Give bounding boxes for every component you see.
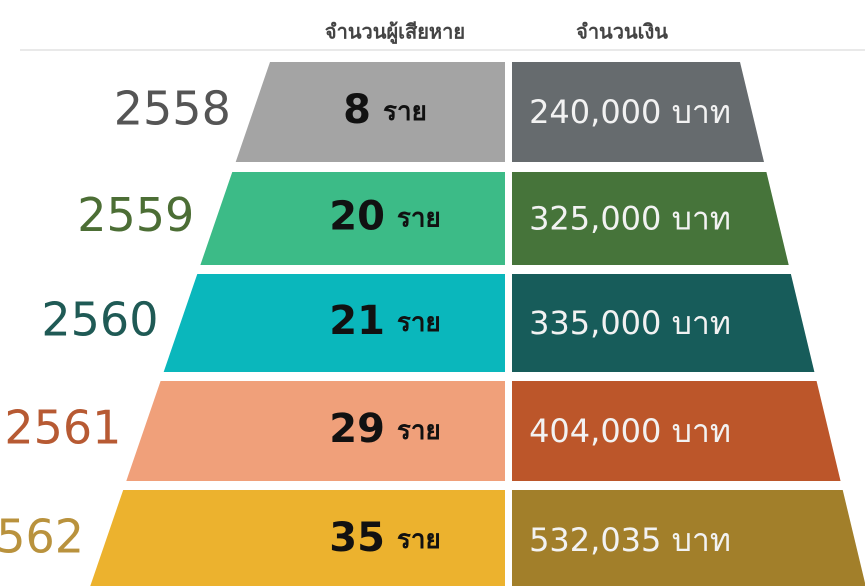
amount-label: 335,000 บาท [529,304,731,342]
victims-unit: ราย [397,416,441,446]
rows: 2558 8 ราย 240,000 บาท 2559 20 ราย 325,000 บาท 2… [0,62,865,586]
victims-unit: ราย [397,203,441,233]
amount-label: 404,000 บาท [529,412,731,450]
year-label: 2558 [114,82,231,136]
victims-count: 35 ราย [329,515,440,561]
victims-unit: ราย [383,97,427,127]
year-label: 2561 [4,401,121,455]
amount-cell [512,274,815,372]
victims-count: 20 ราย [329,194,440,240]
column-header: จำนวนเงิน [576,20,668,44]
column-header: จำนวนผู้เสียหาย [325,20,465,46]
victims-cell [163,274,506,372]
amount-cell [512,381,841,481]
victims-number: 35 [329,515,385,561]
victims-cell [200,172,505,265]
victims-count: 29 ราย [329,406,440,452]
amount-label: 325,000 บาท [529,200,731,238]
victims-number: 8 [343,87,371,133]
amount-label: 240,000 บาท [529,93,731,131]
victims-count: 8 ราย [343,87,427,133]
victims-number: 20 [329,194,385,240]
amount-cell [512,490,865,586]
year-label: 2560 [41,293,158,347]
victims-cell [126,381,506,481]
victims-cell [235,62,505,162]
amount-cell [512,172,789,265]
year-label: 2559 [77,188,194,242]
victims-unit: ราย [397,525,441,555]
victims-unit: ราย [397,308,441,338]
victims-number: 21 [329,298,385,344]
victims-count: 21 ราย [329,298,440,344]
amount-label: 532,035 บาท [529,521,731,559]
victims-cell [90,490,505,586]
amount-cell [512,62,764,162]
victims-number: 29 [329,406,385,452]
year-label: 2562 [0,510,84,564]
